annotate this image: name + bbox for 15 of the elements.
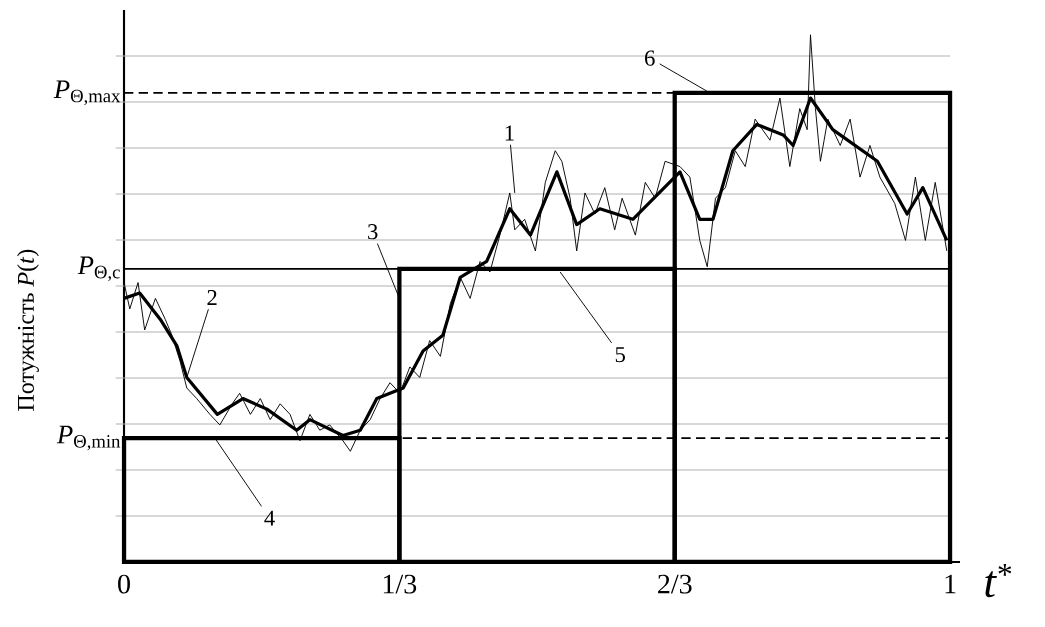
annotation: 3 [368, 224, 378, 240]
annotation: 5 [615, 347, 625, 363]
x-tick-label: 1 [945, 574, 956, 594]
y-axis-title: Потужність P(t) [17, 249, 39, 411]
ref-line-label: P$_{Θ,min}$ [56, 425, 121, 451]
annotation: 6 [645, 50, 655, 66]
ref-line-label: P$_{Θ,c}$ [77, 256, 120, 282]
ref-line-label: P$_{Θ,max}$ [53, 80, 121, 105]
x-tick-label: 1/3 [383, 574, 417, 594]
x-axis-title: t$^{*}$ [985, 564, 1012, 598]
annotation: 1 [505, 125, 514, 141]
x-tick-label: 0 [118, 574, 130, 594]
x-tick-label: 2/3 [658, 574, 692, 594]
annotation: 4 [264, 510, 275, 526]
annotation: 2 [207, 289, 217, 305]
